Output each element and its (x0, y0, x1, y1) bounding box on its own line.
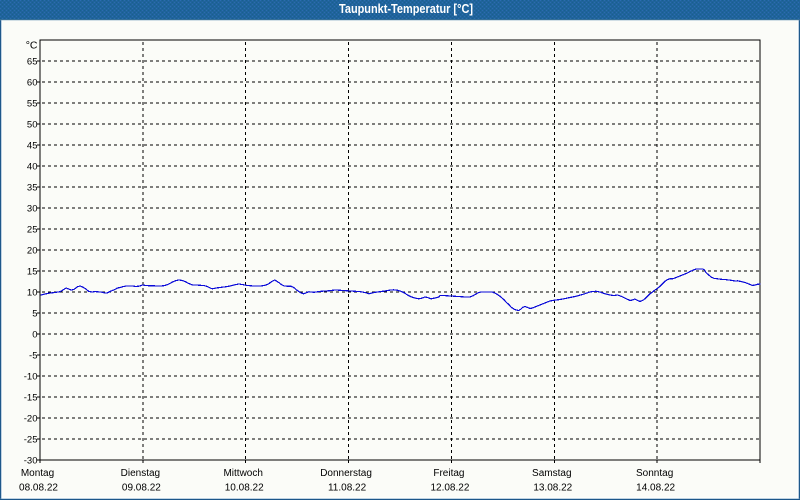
svg-text:25: 25 (27, 224, 38, 235)
svg-text:-25: -25 (24, 434, 38, 445)
svg-text:40: 40 (27, 161, 38, 172)
svg-text:-5: -5 (29, 350, 37, 361)
svg-text:Donnerstag: Donnerstag (320, 468, 372, 479)
svg-text:10.08.22: 10.08.22 (225, 483, 264, 494)
svg-text:50: 50 (27, 119, 38, 130)
svg-text:0: 0 (32, 329, 37, 340)
svg-text:5: 5 (32, 308, 37, 319)
svg-text:Taupunkt-Temperatur [°C]: Taupunkt-Temperatur [°C] (339, 2, 473, 16)
svg-text:09.08.22: 09.08.22 (122, 483, 161, 494)
svg-text:11.08.22: 11.08.22 (328, 483, 367, 494)
svg-text:20: 20 (27, 245, 38, 256)
svg-text:45: 45 (27, 140, 38, 151)
svg-text:55: 55 (27, 98, 38, 109)
svg-text:08.08.22: 08.08.22 (19, 483, 58, 494)
svg-text:Sonntag: Sonntag (636, 468, 673, 479)
svg-text:Montag: Montag (21, 468, 54, 479)
svg-text:Samstag: Samstag (532, 468, 571, 479)
svg-text:30: 30 (27, 203, 38, 214)
svg-text:15: 15 (27, 266, 38, 277)
svg-text:12.08.22: 12.08.22 (430, 483, 469, 494)
svg-text:Mittwoch: Mittwoch (223, 468, 262, 479)
svg-text:-10: -10 (24, 371, 38, 382)
svg-text:-15: -15 (24, 392, 38, 403)
svg-text:14.08.22: 14.08.22 (636, 483, 675, 494)
svg-text:Freitag: Freitag (433, 468, 464, 479)
svg-text:°C: °C (26, 39, 38, 51)
svg-text:-20: -20 (24, 413, 38, 424)
svg-text:13.08.22: 13.08.22 (533, 483, 572, 494)
svg-text:Dienstag: Dienstag (121, 468, 160, 479)
svg-text:35: 35 (27, 182, 38, 193)
svg-text:-30: -30 (24, 455, 38, 466)
svg-text:10: 10 (27, 287, 38, 298)
svg-text:65: 65 (27, 56, 38, 67)
svg-text:60: 60 (27, 77, 38, 88)
